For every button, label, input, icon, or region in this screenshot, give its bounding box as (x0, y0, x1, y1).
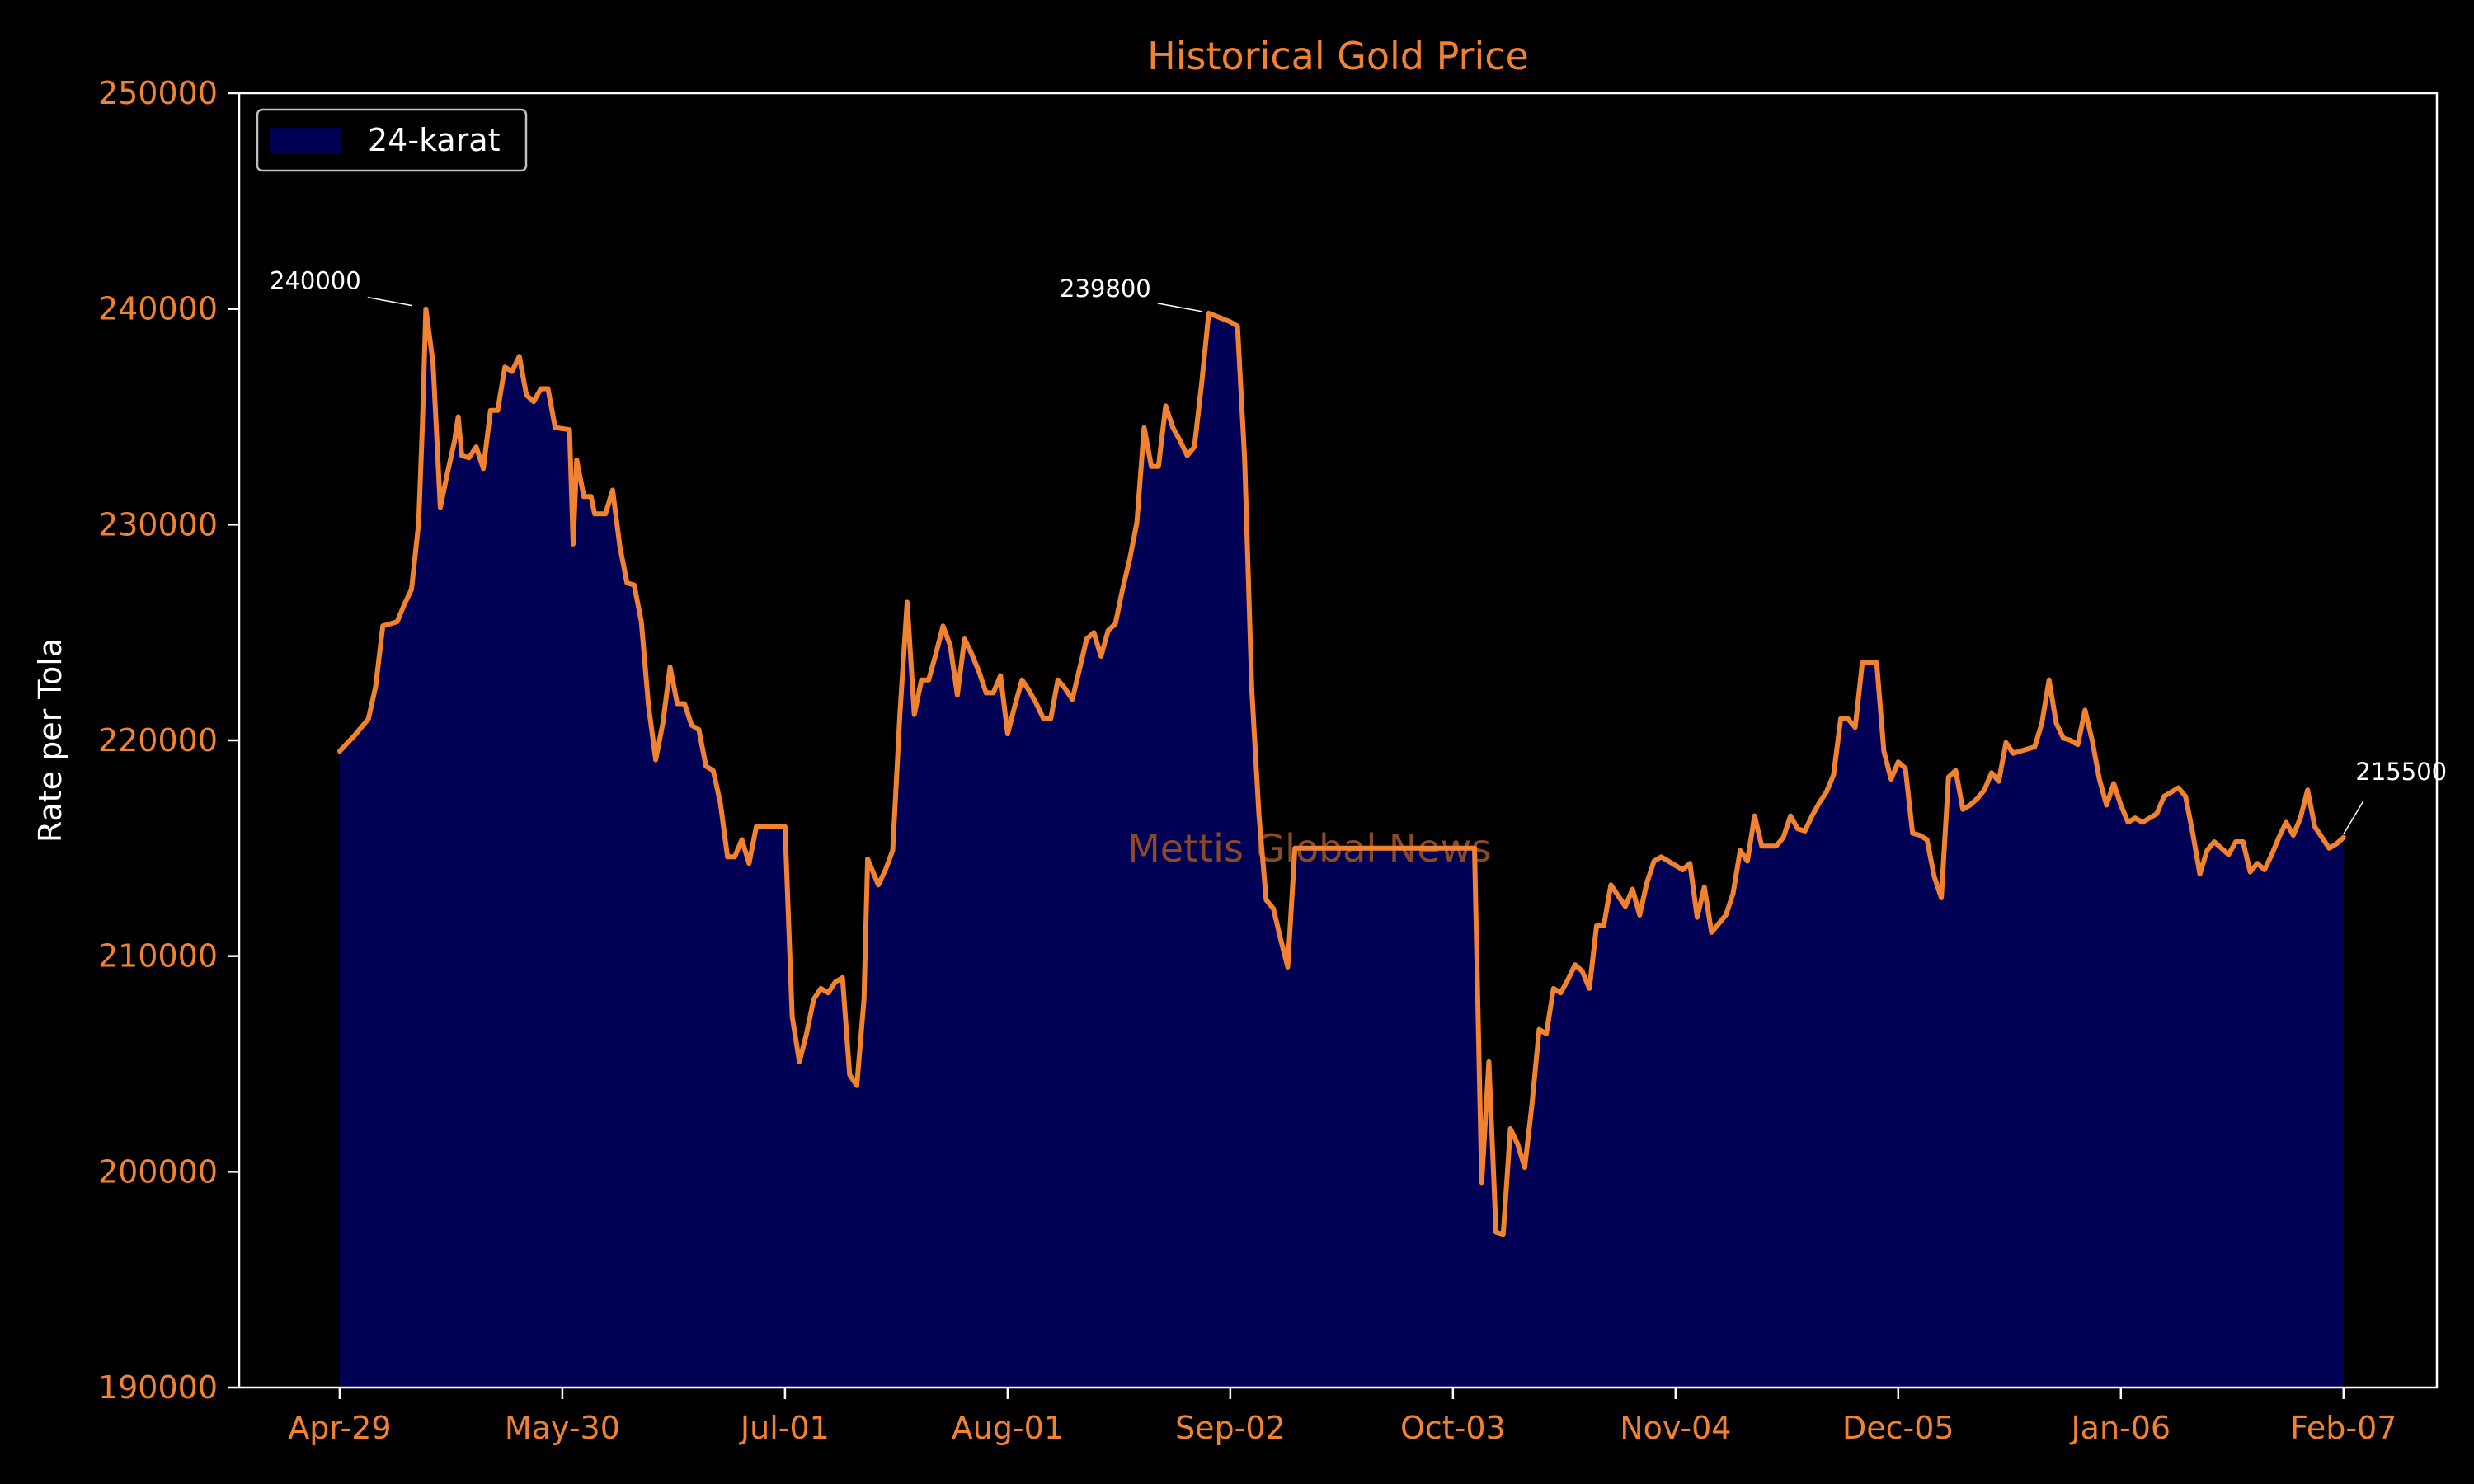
legend-label: 24-karat (368, 122, 501, 158)
annotation-label: 239800 (1060, 275, 1151, 303)
annotation-label: 215500 (2355, 758, 2447, 786)
legend-swatch (270, 128, 341, 153)
x-axis: Apr-29 May-30 Jul-01 Aug-01 Sep-02 Oct-03 Nov-… (288, 1388, 2396, 1446)
plot-area: Mettis Global News (336, 306, 2346, 1388)
chart-title: Historical Gold Price (1147, 34, 1529, 78)
annotations: 240000 239800 215500 (270, 267, 2447, 835)
x-tick-label: Jan-06 (2069, 1410, 2171, 1446)
y-tick-label: 230000 (98, 506, 218, 542)
y-tick-label: 210000 (98, 938, 218, 974)
annotation-leader (1157, 303, 1202, 312)
x-tick-label: Jul-01 (739, 1410, 830, 1446)
annotation-leader (2343, 801, 2364, 835)
x-tick-label: Sep-02 (1175, 1410, 1286, 1446)
y-axis: 190000 200000 210000 220000 230000 240000 2500… (98, 75, 239, 1406)
y-tick-label: 190000 (98, 1369, 218, 1406)
x-tick-label: Nov-04 (1620, 1410, 1731, 1446)
x-tick-label: Feb-07 (2290, 1410, 2396, 1446)
legend-box (256, 108, 528, 172)
legend: 24-karat (256, 108, 528, 172)
annotation-leader (367, 296, 412, 307)
x-tick-label: Dec-05 (1842, 1410, 1954, 1446)
x-tick-label: Apr-29 (288, 1410, 391, 1446)
annotation-label: 240000 (270, 267, 361, 295)
y-tick-label: 200000 (98, 1153, 218, 1190)
x-tick-label: May-30 (505, 1410, 620, 1446)
series-line (336, 306, 2346, 1237)
y-axis-label: Rate per Tola (32, 638, 68, 843)
y-tick-label: 220000 (98, 722, 218, 758)
x-tick-label: Oct-03 (1400, 1410, 1506, 1446)
y-tick-label: 250000 (98, 75, 218, 111)
x-tick-label: Aug-01 (952, 1410, 1064, 1446)
y-tick-label: 240000 (98, 291, 218, 327)
